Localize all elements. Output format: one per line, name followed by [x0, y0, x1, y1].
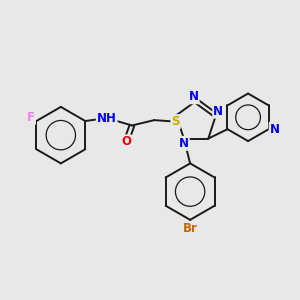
Text: N: N — [189, 90, 199, 103]
Text: F: F — [27, 111, 35, 124]
Text: O: O — [121, 135, 131, 148]
Text: N: N — [179, 137, 189, 150]
Text: N: N — [213, 105, 223, 118]
Text: S: S — [171, 115, 180, 128]
Text: NH: NH — [97, 112, 117, 124]
Text: Br: Br — [183, 222, 198, 235]
Text: N: N — [270, 123, 280, 136]
